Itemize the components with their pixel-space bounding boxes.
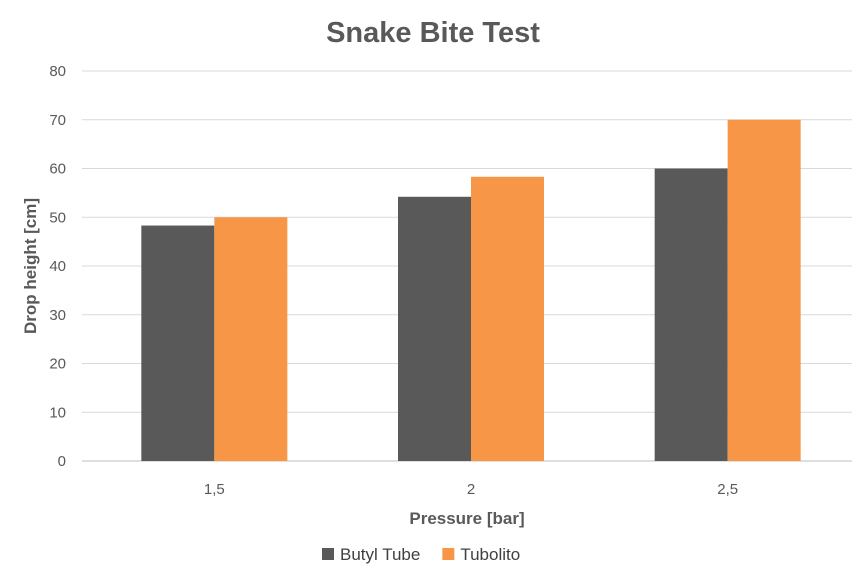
x-tick-label: 1,5 [204, 481, 225, 498]
y-tick-label: 50 [49, 209, 66, 226]
bar-butyl-tube-1 [398, 196, 471, 461]
legend-swatch [442, 548, 455, 560]
bar-butyl-tube-2 [654, 168, 728, 461]
bar-butyl-tube-0 [141, 225, 215, 461]
y-tick-label: 60 [49, 161, 66, 178]
legend-swatch [322, 548, 334, 560]
y-tick-label: 10 [49, 404, 66, 421]
y-tick-label: 30 [49, 307, 66, 324]
y-axis-title: Drop height [cm] [21, 198, 40, 334]
x-axis-ticks: 1,5 2 2,5 [204, 481, 738, 498]
chart-title: Snake Bite Test [326, 17, 540, 49]
x-axis-title: Pressure [bar] [409, 509, 524, 528]
x-tick-label: 2,5 [717, 481, 738, 498]
x-tick-label: 2 [467, 481, 475, 498]
legend-label: Tubolito [460, 545, 520, 564]
y-axis-ticks: 0 10 20 30 40 50 60 70 80 [49, 63, 66, 470]
bar-tubolito-2 [727, 119, 801, 461]
legend-label: Butyl Tube [340, 545, 420, 564]
bars [141, 119, 801, 461]
legend: Butyl Tube Tubolito [322, 545, 520, 564]
y-tick-label: 40 [49, 258, 66, 275]
y-tick-label: 70 [49, 112, 66, 129]
y-tick-label: 20 [49, 356, 66, 373]
bar-tubolito-1 [471, 176, 544, 461]
bar-tubolito-0 [214, 217, 288, 461]
y-tick-label: 0 [58, 453, 66, 470]
y-tick-label: 80 [49, 63, 66, 80]
